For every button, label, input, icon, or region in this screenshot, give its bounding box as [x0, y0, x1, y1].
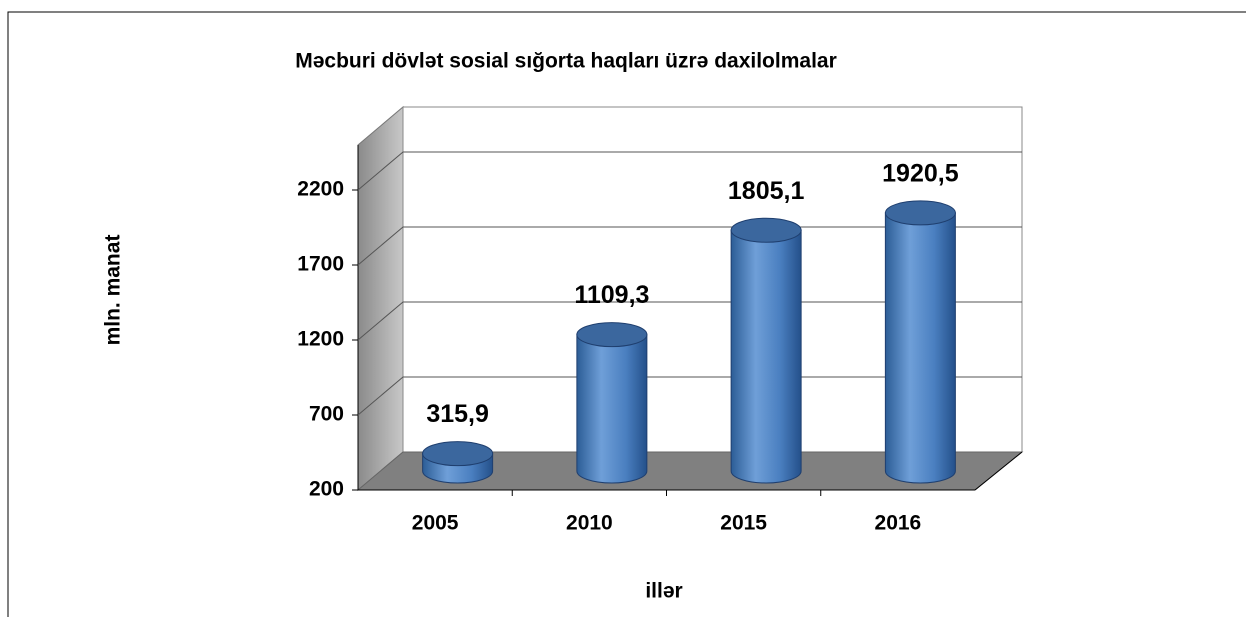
grid-line [357, 226, 1022, 266]
bar [422, 441, 494, 484]
bar-top [730, 217, 802, 243]
bar-body [730, 229, 802, 484]
x-tick-label: 2010 [566, 512, 613, 535]
bar-top [576, 322, 648, 348]
y-tick-label: 2200 [297, 178, 344, 201]
y-tick-label: 700 [309, 403, 344, 426]
bar [730, 217, 802, 484]
bar [884, 200, 956, 484]
bar-top [422, 441, 494, 467]
chart-title: Məcburi dövlət sosial sığorta haqları üz… [295, 50, 837, 73]
y-tick-label: 1200 [297, 328, 344, 351]
bar-body [576, 334, 648, 484]
bar-body [884, 212, 956, 484]
grid-line [357, 301, 1022, 341]
grid-line [357, 376, 1022, 416]
x-axis-title: illər [645, 580, 682, 603]
value-label: 1805,1 [728, 177, 805, 205]
y-tick-label: 1700 [297, 253, 344, 276]
x-tick-label: 2005 [412, 512, 459, 535]
side-wall [357, 105, 404, 492]
value-label: 1109,3 [574, 281, 649, 309]
grid-line [357, 151, 1022, 191]
floor-edge [974, 451, 1023, 491]
frame [7, 11, 1246, 617]
x-tick-label: 2015 [720, 512, 767, 535]
bar-top [884, 200, 956, 226]
value-label: 315,9 [426, 400, 489, 428]
x-tick-label: 2016 [875, 512, 922, 535]
value-label: 1920,5 [882, 160, 959, 188]
bar [576, 322, 648, 484]
y-tick-label: 200 [309, 478, 344, 501]
y-axis-title: mln. manat [102, 235, 125, 346]
